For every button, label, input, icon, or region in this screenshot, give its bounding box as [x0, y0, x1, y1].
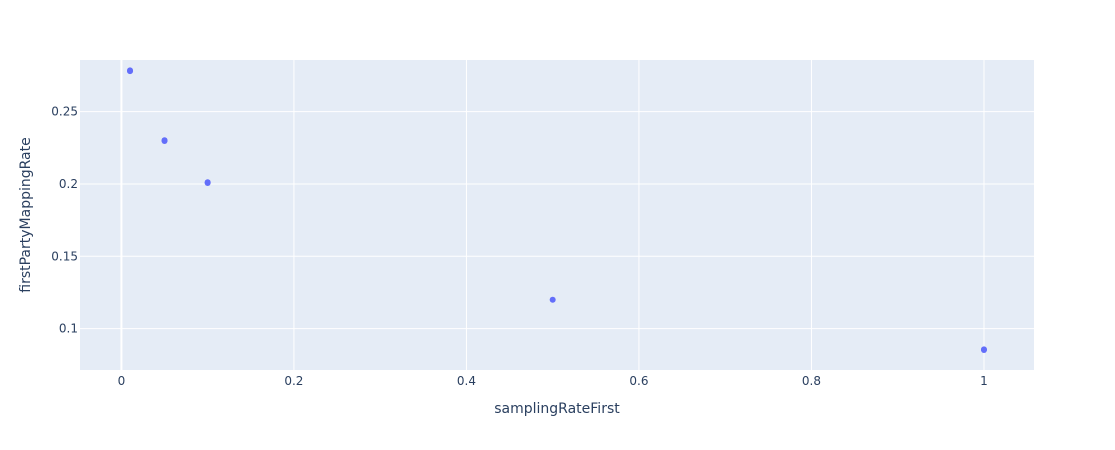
x-tick-label: 1 [980, 374, 988, 388]
x-axis-ticks: 0 0.2 0.4 0.6 0.8 1 [118, 374, 988, 388]
data-point[interactable] [549, 296, 556, 303]
data-point[interactable] [127, 68, 134, 75]
x-axis-title: samplingRateFirst [494, 401, 620, 417]
x-tick-label: 0.4 [457, 374, 476, 388]
data-point[interactable] [161, 138, 168, 145]
x-tick-label: 0.2 [284, 374, 303, 388]
plot-area [80, 60, 1034, 370]
y-axis-ticks: 0.1 0.15 0.2 0.25 [51, 105, 78, 336]
x-tick-label: 0 [118, 374, 126, 388]
y-tick-label: 0.25 [51, 105, 78, 119]
y-tick-label: 0.1 [59, 322, 78, 336]
y-tick-label: 0.2 [59, 177, 78, 191]
data-point[interactable] [204, 179, 211, 186]
y-tick-label: 0.15 [51, 249, 78, 263]
data-point[interactable] [980, 347, 987, 354]
grid-lines [80, 60, 1034, 370]
x-tick-label: 0.6 [629, 374, 648, 388]
data-points [127, 67, 987, 354]
x-tick-label: 0.8 [802, 374, 821, 388]
y-axis-title: firstPartyMappingRate [18, 137, 34, 292]
